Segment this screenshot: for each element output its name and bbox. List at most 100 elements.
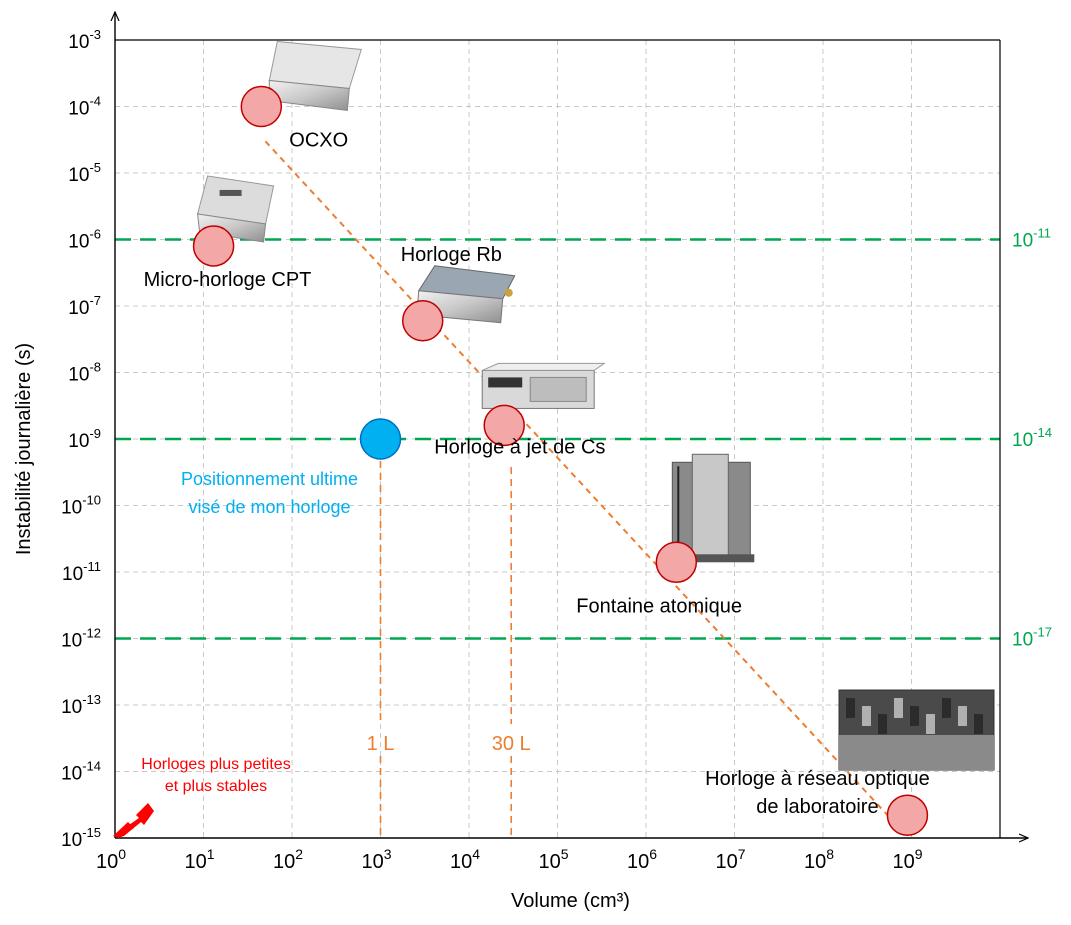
- cs-display: [488, 377, 523, 388]
- optical-lab-picture: [838, 689, 995, 771]
- y-tick-label-base: 10: [68, 165, 89, 186]
- optical-component: [878, 714, 887, 734]
- x-tick-label: 101: [184, 846, 214, 873]
- point-label: Horloge à jet de Cs: [434, 436, 605, 458]
- point-label: Micro-horloge CPT: [144, 269, 312, 291]
- trend-line-path: [264, 140, 899, 827]
- x-tick-label-base: 10: [184, 851, 206, 873]
- optical-component: [862, 706, 871, 726]
- optical-component: [910, 706, 919, 726]
- x-tick-label-base: 10: [715, 851, 737, 873]
- x-tick-label-exp: 3: [384, 846, 392, 862]
- x-tick-label-exp: 8: [826, 846, 834, 862]
- optical-component: [894, 698, 903, 718]
- x-tick-label-exp: 0: [118, 846, 126, 862]
- clock-point: [886, 794, 929, 836]
- rb-connector: [504, 288, 513, 297]
- clock-point: [655, 541, 698, 584]
- x-tick-label: 108: [804, 846, 834, 873]
- optical-component: [974, 714, 983, 734]
- plot-frame: [115, 12, 1028, 838]
- stability-label-exp: -11: [1033, 226, 1051, 241]
- y-tick-label: 10-4: [68, 94, 101, 120]
- point-labels: OCXO Micro-horloge CPT Horloge Rb Horloge à…: [144, 130, 930, 819]
- stability-label-base: 10: [1012, 430, 1033, 451]
- x-tick-label-base: 10: [361, 851, 383, 873]
- x-tick-label-exp: 5: [561, 846, 569, 862]
- point-label-line: Fontaine atomique: [576, 595, 742, 617]
- point-label: Positionnement ultime visé de mon horloge: [181, 469, 358, 517]
- point-label-line: Horloge à jet de Cs: [434, 436, 605, 458]
- ocxo-box-picture: [268, 40, 362, 112]
- y-tick-label-base: 10: [68, 431, 89, 452]
- point-label-line: Positionnement ultime: [181, 469, 358, 489]
- clock-pictures: [196, 40, 995, 771]
- y-tick-label-exp: -7: [89, 293, 101, 308]
- x-tick-label-base: 10: [892, 851, 914, 873]
- clock-points: [192, 85, 929, 836]
- x-tick-label-base: 10: [804, 851, 826, 873]
- point-label-line: Horloge Rb: [401, 244, 502, 266]
- y-tick-label-base: 10: [61, 764, 82, 785]
- y-tick-label-base: 10: [61, 631, 82, 652]
- y-tick-label-exp: -4: [89, 94, 101, 109]
- y-tick-label: 10-7: [68, 293, 101, 319]
- x-tick-label-exp: 7: [738, 846, 746, 862]
- stability-label-exp: -17: [1033, 625, 1052, 640]
- y-tick-label-base: 10: [61, 697, 82, 718]
- stability-label-base: 10: [1012, 231, 1033, 252]
- clock-point: [483, 404, 525, 447]
- x-tick-label: 109: [892, 846, 922, 873]
- stability-label-exp: -14: [1033, 425, 1052, 440]
- x-tick-label-base: 10: [627, 851, 649, 873]
- optical-bench: [839, 735, 994, 770]
- corner-arrow-head-icon: [113, 822, 134, 838]
- y-tick-label-base: 10: [68, 32, 89, 53]
- x-tick-label: 103: [361, 846, 391, 873]
- y-tick-label: 10-6: [68, 227, 101, 253]
- clock-point: [240, 85, 283, 128]
- corner-note: Horloges plus petites et plus stables: [113, 756, 291, 838]
- y-tick-label-base: 10: [61, 830, 82, 851]
- y-tick-label-exp: -11: [83, 559, 101, 574]
- point-label: Horloge à réseau optique de laboratoire: [705, 768, 930, 818]
- y-tick-label-base: 10: [68, 298, 89, 319]
- volume-marker-label: 30 L: [492, 733, 531, 755]
- y-tick-label-exp: -15: [82, 825, 101, 840]
- tick-labels: 100 101 102 103 104 105 106 107 108 10910-310-410…: [61, 27, 923, 873]
- y-tick-label-exp: -6: [89, 227, 101, 242]
- y-tick-label: 10-11: [62, 559, 101, 585]
- fountain-base: [668, 554, 755, 563]
- optical-component: [846, 698, 855, 718]
- axis-titles: Volume (cm³) Instabilité journalière (s): [13, 343, 630, 912]
- y-tick-label-exp: -9: [89, 426, 101, 441]
- y-tick-label: 10-14: [61, 759, 101, 785]
- y-tick-label-base: 10: [61, 498, 82, 519]
- optical-component: [958, 706, 967, 726]
- y-tick-label: 10-9: [68, 426, 101, 452]
- stability-label-base: 10: [1012, 630, 1033, 651]
- csac-marking: [219, 189, 242, 196]
- y-tick-label: 10-15: [61, 825, 101, 851]
- cs-clock-picture: [481, 362, 606, 409]
- y-tick-label-exp: -14: [82, 759, 101, 774]
- y-tick-label-exp: -12: [82, 626, 101, 641]
- point-label: Fontaine atomique: [576, 595, 742, 617]
- point-label-line: de laboratoire: [756, 796, 878, 818]
- optical-component: [926, 714, 935, 734]
- x-tick-label: 104: [450, 846, 480, 873]
- optical-component: [942, 698, 951, 718]
- x-tick-label-exp: 4: [472, 846, 480, 862]
- x-tick-label: 106: [627, 846, 657, 873]
- y-tick-label-base: 10: [68, 99, 89, 120]
- x-tick-label: 102: [273, 846, 303, 873]
- x-tick-label: 100: [96, 846, 126, 873]
- stability-label: 10-14: [1012, 425, 1052, 451]
- y-tick-label: 10-5: [68, 160, 101, 186]
- volume-markers: 1 L 30 L: [367, 461, 531, 838]
- trend-line: [264, 140, 899, 827]
- corner-note-line: et plus stables: [165, 778, 267, 795]
- y-tick-label-base: 10: [68, 232, 89, 253]
